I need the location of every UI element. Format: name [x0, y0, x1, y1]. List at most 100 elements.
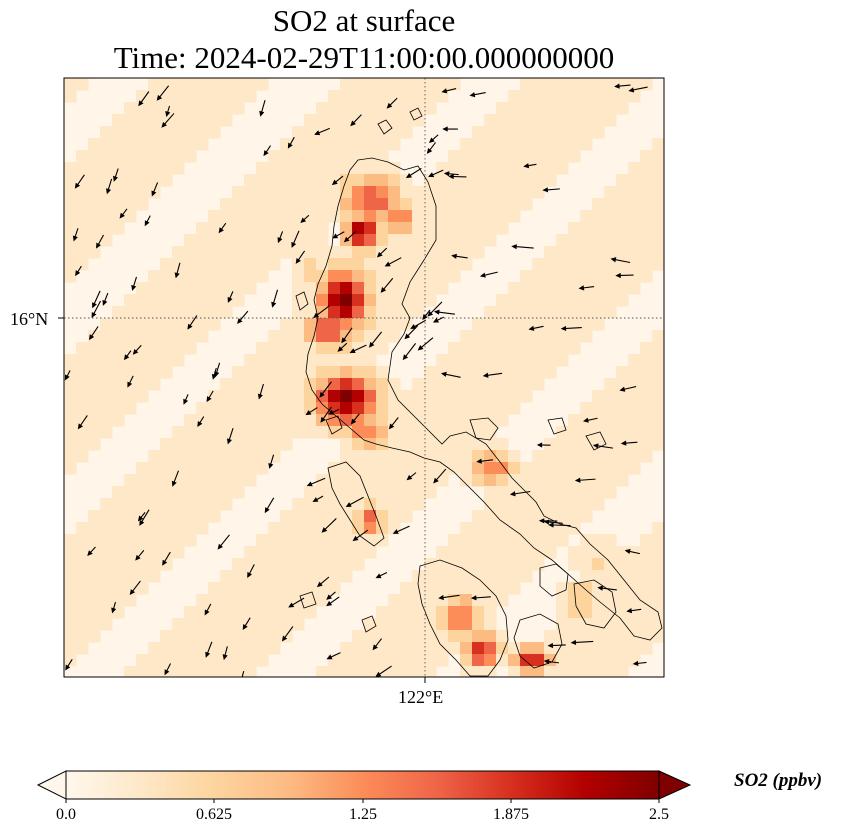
so2-cell [640, 558, 653, 571]
so2-cell [184, 282, 197, 295]
so2-cell [100, 510, 113, 523]
so2-cell [448, 246, 461, 259]
so2-cell [220, 594, 233, 607]
so2-cell [376, 618, 389, 631]
so2-cell [88, 618, 101, 631]
so2-cell [280, 510, 293, 523]
so2-cell [400, 318, 413, 331]
so2-cell [328, 90, 341, 103]
so2-cell [556, 666, 569, 677]
so2-cell [292, 246, 305, 259]
so2-cell [544, 330, 557, 343]
wind-vector-head [448, 173, 454, 180]
so2-cell [616, 666, 629, 677]
wind-vector-head [442, 126, 448, 132]
so2-cell [232, 390, 245, 403]
so2-cell [460, 558, 473, 571]
so2-cell [292, 546, 305, 559]
so2-cell [100, 150, 113, 163]
so2-cell [568, 306, 581, 319]
so2-cell [388, 606, 401, 619]
so2-cell [88, 378, 101, 391]
so2-cell [220, 234, 233, 247]
so2-cell [388, 402, 401, 415]
so2-cell [244, 438, 257, 451]
so2-cell [436, 558, 449, 571]
so2-cell [136, 378, 149, 391]
so2-cell [172, 294, 185, 307]
so2-cell [616, 414, 629, 427]
so2-cell [328, 126, 341, 139]
so2-cell [364, 162, 377, 175]
so2-cell [88, 222, 101, 235]
so2-cell [160, 366, 173, 379]
so2-cell [544, 438, 557, 451]
so2-cell [448, 582, 461, 595]
so2-cell [304, 570, 317, 583]
so2-cell [244, 222, 257, 235]
so2-cell [568, 642, 581, 655]
so2-cell [412, 666, 425, 677]
so2-cell [436, 222, 449, 235]
so2-cell [208, 606, 221, 619]
so2-cell [628, 450, 641, 463]
so2-cell [196, 234, 209, 247]
so2-cell [544, 126, 557, 139]
so2-cell [352, 438, 365, 451]
so2-cell [568, 498, 581, 511]
wind-vector-head [321, 527, 328, 533]
so2-cell [340, 342, 353, 355]
so2-cell [484, 222, 497, 235]
so2-cell [76, 222, 89, 235]
so2-cell [64, 546, 77, 559]
so2-cell [220, 378, 233, 391]
so2-cell [460, 474, 473, 487]
so2-cell [352, 150, 365, 163]
so2-cell [616, 426, 629, 439]
so2-cell [448, 558, 461, 571]
so2-cell [232, 426, 245, 439]
so2-cell [352, 630, 365, 643]
so2-cell [556, 354, 569, 367]
so2-cell [340, 126, 353, 139]
so2-cell [412, 282, 425, 295]
so2-cell [400, 114, 413, 127]
so2-cell [280, 618, 293, 631]
so2-cell [220, 222, 233, 235]
wind-vector-head [560, 325, 567, 332]
so2-cell [520, 570, 533, 583]
so2-cell [340, 222, 353, 235]
so2-cell [520, 78, 533, 91]
so2-cell [508, 150, 521, 163]
so2-cell [388, 234, 401, 247]
so2-cell [424, 558, 437, 571]
so2-cell [532, 162, 545, 175]
wind-vector-head [131, 284, 137, 291]
so2-cell [652, 246, 664, 259]
so2-cell [364, 354, 377, 367]
so2-cell [280, 174, 293, 187]
so2-cell [628, 246, 641, 259]
so2-cell [124, 186, 137, 199]
so2-cell [136, 666, 149, 677]
so2-cell [328, 354, 341, 367]
so2-cell [520, 294, 533, 307]
so2-cell [124, 522, 137, 535]
so2-cell [328, 366, 341, 379]
so2-cell [364, 510, 377, 523]
so2-cell [256, 258, 269, 271]
so2-cell [76, 198, 89, 211]
so2-cell [604, 210, 617, 223]
so2-cell [340, 198, 353, 211]
so2-cell [652, 174, 664, 187]
so2-cell [436, 378, 449, 391]
wind-vector-head [206, 396, 212, 403]
so2-cell [412, 78, 425, 91]
so2-cell [436, 606, 449, 619]
so2-cell [88, 546, 101, 559]
so2-cell [172, 138, 185, 151]
wind-vector-head [386, 102, 393, 109]
so2-cell [220, 642, 233, 655]
so2-cell [244, 666, 257, 677]
so2-cell [364, 618, 377, 631]
